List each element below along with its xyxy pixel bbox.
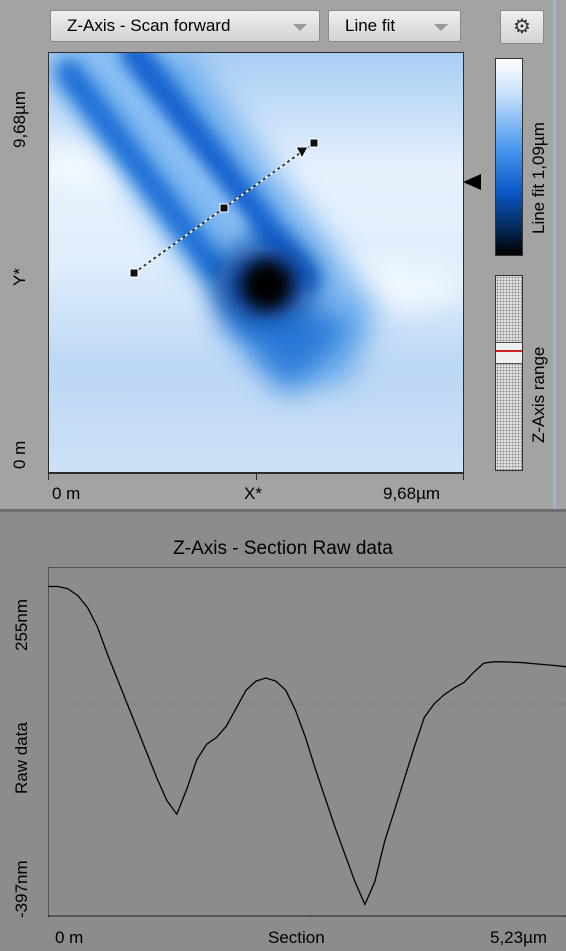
range-indicator: [496, 350, 522, 352]
colorbar[interactable]: [495, 58, 523, 256]
z-range-slider[interactable]: [495, 275, 523, 471]
scan-image-graphic: [49, 53, 463, 473]
filter-dropdown-label: Line fit: [345, 16, 396, 35]
y-axis-top-label: 9,68µm: [10, 90, 29, 148]
colorbar-marker-icon[interactable]: [463, 174, 481, 190]
chevron-down-icon: [293, 24, 307, 31]
section-x-label: Section: [268, 928, 325, 947]
section-y-top-label: 255nm: [12, 599, 31, 651]
panel-splitter[interactable]: [553, 0, 556, 509]
gear-icon: ⚙: [513, 16, 531, 38]
section-profile-line: [48, 585, 566, 907]
settings-button[interactable]: ⚙: [500, 10, 544, 44]
section-y-label: Raw data: [12, 722, 31, 794]
colorbar-label: Line fit 1,09µm: [529, 122, 548, 234]
section-y-bottom-label: -397nm: [12, 860, 31, 918]
x-tick: [463, 472, 464, 480]
section-plot[interactable]: [48, 567, 566, 917]
y-axis-bottom-label: 0 m: [10, 440, 29, 469]
x-tick: [256, 472, 257, 480]
x-axis-right-label: 9,68µm: [383, 484, 441, 503]
x-tick: [48, 472, 49, 480]
z-range-handle[interactable]: [496, 342, 522, 364]
chevron-down-icon: [434, 24, 448, 31]
x-axis-left-label: 0 m: [52, 484, 81, 503]
section-x-left-label: 0 m: [55, 928, 84, 947]
scan-image[interactable]: [48, 52, 464, 474]
channel-dropdown[interactable]: Z-Axis - Scan forward: [50, 10, 320, 42]
range-label: Z-Axis range: [529, 346, 548, 443]
filter-dropdown[interactable]: Line fit: [328, 10, 461, 42]
x-axis-label: X*: [244, 484, 262, 503]
panel-divider[interactable]: [0, 509, 566, 512]
y-axis-label: Y*: [10, 268, 29, 286]
section-x-right-label: 5,23µm: [490, 928, 548, 947]
channel-dropdown-label: Z-Axis - Scan forward: [67, 16, 231, 35]
section-chart: [48, 567, 566, 917]
section-title: Z-Axis - Section Raw data: [173, 538, 393, 559]
